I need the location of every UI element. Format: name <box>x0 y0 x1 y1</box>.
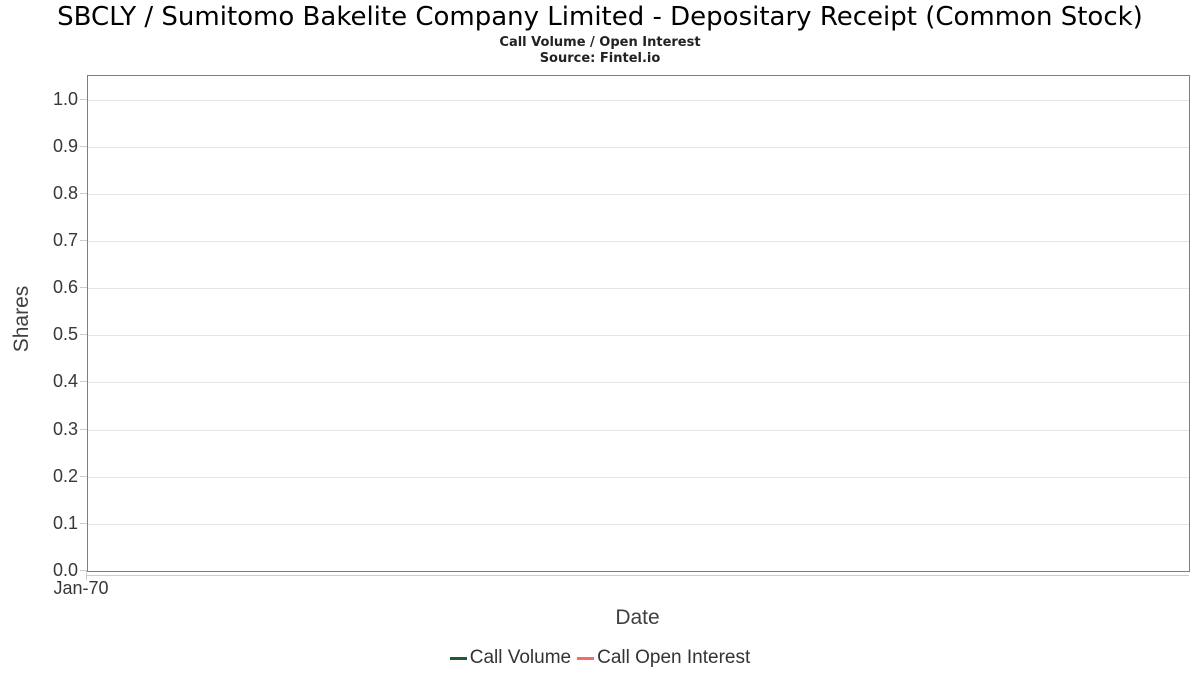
chart-source: Source: Fintel.io <box>539 51 661 66</box>
y-gridline <box>88 523 1189 525</box>
legend-item-call-volume[interactable]: Call Volume <box>449 647 572 669</box>
call-volume-line-swatch <box>449 656 467 660</box>
y-gridline <box>88 476 1189 478</box>
y-tick-mark <box>80 381 87 383</box>
y-tick-label: 0.8 <box>52 182 78 203</box>
x-axis-title: Date <box>615 606 660 629</box>
y-tick-label: 0.0 <box>52 560 78 580</box>
y-tick-mark <box>80 475 87 477</box>
x-tick-label: Jan-70 <box>53 578 109 598</box>
y-tick-mark <box>80 334 87 336</box>
y-gridline <box>88 429 1189 431</box>
y-tick-label: 0.1 <box>52 512 78 533</box>
y-gridline <box>88 193 1189 195</box>
y-tick-mark <box>80 570 87 571</box>
y-gridline <box>88 382 1189 384</box>
y-tick-label: 1.0 <box>52 88 78 109</box>
y-tick-mark <box>80 192 87 194</box>
y-tick-label: 0.9 <box>52 135 78 156</box>
y-tick-mark <box>80 240 87 241</box>
y-gridline <box>88 241 1189 242</box>
y-tick-label: 0.6 <box>52 277 78 298</box>
plot-area <box>87 75 1190 572</box>
y-gridline <box>88 99 1189 101</box>
y-gridline <box>88 146 1189 148</box>
y-tick-label: 0.4 <box>52 371 78 392</box>
chart-title: SBCLY / Sumitomo Bakelite Company Limite… <box>57 2 1143 32</box>
call-open-interest-line-swatch <box>577 656 595 660</box>
legend-label-call-open-interest: Call Open Interest <box>597 647 751 668</box>
y-tick-label: 0.2 <box>52 465 78 486</box>
y-tick-label: 0.3 <box>52 418 78 439</box>
x-axis-line <box>87 575 1189 576</box>
y-tick-mark <box>80 287 87 289</box>
x-axis-tick <box>86 571 87 580</box>
y-tick-mark <box>80 98 87 100</box>
y-tick-mark <box>80 428 87 430</box>
y-gridline <box>88 335 1189 337</box>
y-tick-mark <box>80 145 87 147</box>
legend-label-call-volume: Call Volume <box>469 647 572 668</box>
y-gridline <box>88 288 1189 290</box>
y-tick-label: 0.7 <box>52 230 78 250</box>
legend-item-call-open-interest[interactable]: Call Open Interest <box>577 647 750 669</box>
y-tick-label: 0.5 <box>52 324 78 345</box>
y-tick-mark <box>80 522 87 524</box>
legend: Call Volume Call Open Interest <box>0 645 1200 671</box>
chart-subtitle: Call Volume / Open Interest <box>499 35 701 50</box>
